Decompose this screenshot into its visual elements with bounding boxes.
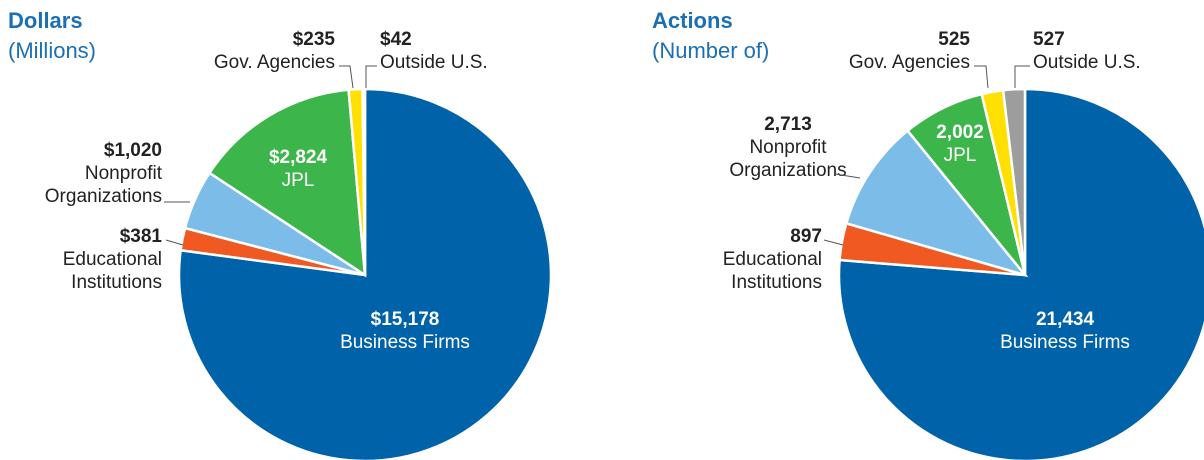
category-label: Business Firms: [1000, 332, 1130, 353]
value-label: $1,020: [104, 140, 162, 161]
category-label: Business Firms: [340, 332, 470, 353]
category-label: Nonprofit Organizations: [729, 137, 846, 181]
pie-slice: [837, 87, 1204, 460]
category-label: Gov. Agencies: [214, 52, 335, 73]
pie-slice: [361, 87, 367, 276]
value-label: 525: [938, 29, 970, 50]
category-label: Gov. Agencies: [849, 52, 970, 73]
leader-line: [974, 65, 989, 89]
chart-subtitle: (Millions): [8, 38, 96, 63]
value-label: $2,824: [269, 147, 328, 168]
category-label: Outside U.S.: [1033, 52, 1141, 73]
value-label: $381: [120, 226, 163, 247]
pie-slice: [207, 88, 367, 278]
leader-line: [165, 239, 184, 246]
value-label: 2,713: [764, 114, 812, 135]
value-label: $235: [293, 29, 336, 50]
leader-line: [834, 173, 861, 179]
category-label: Educational Institutions: [723, 249, 822, 293]
value-label: $15,178: [371, 309, 440, 330]
chart-title: Dollars: [8, 8, 83, 33]
category-label: Outside U.S.: [380, 52, 488, 73]
value-label: 21,434: [1036, 309, 1095, 330]
leader-line: [1014, 65, 1030, 88]
chart-title: Actions: [652, 8, 733, 33]
leader-line: [339, 65, 354, 89]
value-label: 897: [790, 226, 822, 247]
chart-subtitle: (Number of): [652, 38, 769, 63]
value-label: $42: [380, 29, 412, 50]
category-label: Educational Institutions: [63, 249, 162, 293]
pie-slice: [1001, 87, 1027, 276]
pie-slice: [844, 128, 1029, 278]
leader-line: [823, 239, 844, 246]
category-label: Nonprofit Organizations: [45, 163, 163, 207]
leader-line: [365, 65, 377, 88]
category-label: JPL: [944, 145, 977, 166]
value-label: 527: [1033, 29, 1065, 50]
category-label: JPL: [282, 170, 315, 191]
value-label: 2,002: [936, 122, 984, 143]
